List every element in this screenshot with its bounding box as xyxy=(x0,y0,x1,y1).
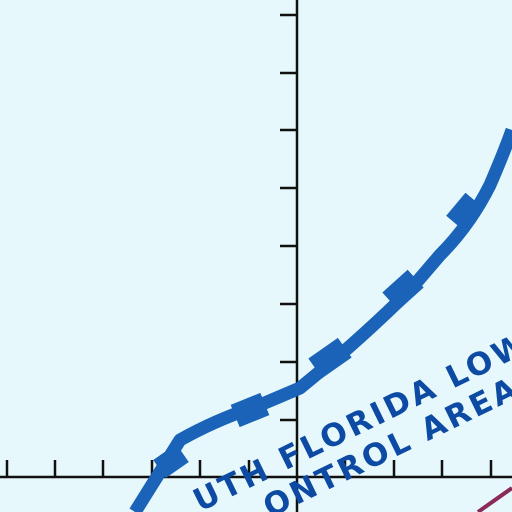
control-area-boundary xyxy=(129,127,512,512)
vertical-ticks xyxy=(280,13,297,422)
boundary-notch xyxy=(153,443,189,479)
boundary-notch xyxy=(382,269,424,311)
boundary-notch xyxy=(308,337,352,379)
boundary-notch xyxy=(230,392,270,428)
secondary-boundary-line xyxy=(476,486,512,512)
boundary-notch xyxy=(446,192,484,232)
